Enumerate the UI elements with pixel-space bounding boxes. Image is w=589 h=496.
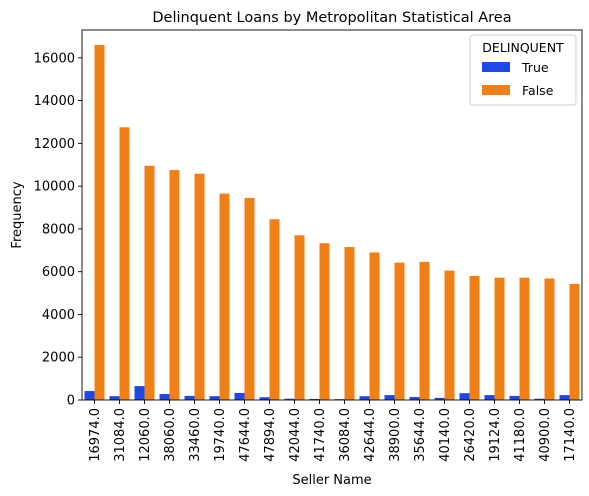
bar-true-8 (284, 398, 295, 400)
x-tick-label-5: 19740.0 (213, 408, 228, 462)
bar-true-16 (484, 395, 495, 400)
bar-false-1 (119, 127, 130, 400)
y-tick-label-3: 6000 (42, 265, 75, 280)
x-tick-label-13: 35644.0 (413, 408, 428, 462)
y-tick-label-6: 12000 (34, 137, 75, 152)
bar-true-7 (259, 397, 270, 400)
bar-false-18 (544, 278, 555, 400)
bar-true-18 (534, 398, 545, 400)
y-tick-label-0: 0 (67, 394, 75, 409)
y-tick-label-5: 10000 (34, 180, 75, 195)
bar-false-2 (144, 165, 155, 400)
bar-true-9 (309, 398, 320, 400)
y-tick-label-4: 8000 (42, 222, 75, 237)
x-tick-label-0: 16974.0 (88, 408, 103, 462)
bar-true-15 (459, 393, 470, 400)
bar-true-13 (409, 397, 420, 400)
y-axis-title: Frequency (10, 181, 25, 248)
bar-true-3 (159, 394, 170, 400)
x-tick-label-10: 36084.0 (338, 408, 353, 462)
x-tick-label-15: 26420.0 (463, 408, 478, 462)
bar-true-1 (109, 396, 120, 400)
y-axis: 0 2000 4000 6000 8000 10000 12000 14000 16000 (34, 51, 82, 409)
x-tick-label-16: 19124.0 (488, 408, 503, 462)
y-tick-label-1: 2000 (42, 351, 75, 366)
bar-false-8 (294, 235, 305, 400)
x-tick-label-18: 40900.0 (538, 408, 553, 462)
bar-false-15 (469, 275, 480, 400)
x-tick-label-6: 47644.0 (238, 408, 253, 462)
bar-false-17 (519, 277, 530, 400)
legend-swatch-false (482, 85, 510, 95)
bar-false-13 (419, 261, 430, 400)
legend-title: DELINQUENT (482, 40, 564, 55)
x-tick-label-2: 12060.0 (138, 408, 153, 462)
bar-false-6 (244, 197, 255, 400)
y-tick-label-7: 14000 (34, 94, 75, 109)
bar-false-19 (569, 283, 580, 400)
x-tick-label-4: 33460.0 (188, 408, 203, 462)
x-tick-label-8: 42044.0 (288, 408, 303, 462)
bar-false-12 (394, 262, 405, 400)
bar-false-14 (444, 270, 455, 400)
legend-swatch-true (482, 62, 510, 72)
bar-false-9 (319, 243, 330, 400)
x-tick-label-14: 40140.0 (438, 408, 453, 462)
legend: DELINQUENT True False (469, 34, 577, 106)
legend-label-true: True (521, 60, 549, 75)
bar-false-3 (169, 170, 180, 400)
bar-true-17 (509, 395, 520, 400)
bar-true-19 (559, 395, 570, 400)
bar-false-11 (369, 252, 380, 400)
x-axis: 16974.0 31084.0 12060.0 38060.0 33460.0 19740… (88, 400, 578, 462)
y-tick-label-8: 16000 (34, 51, 75, 66)
bar-false-16 (494, 277, 505, 400)
x-tick-label-9: 41740.0 (313, 408, 328, 462)
x-tick-label-19: 17140.0 (563, 408, 578, 462)
bars-group (84, 44, 580, 400)
plot-frame (81, 29, 583, 401)
y-tick-label-2: 4000 (42, 308, 75, 323)
x-axis-title: Seller Name (292, 473, 371, 488)
bar-false-4 (194, 173, 205, 400)
x-tick-label-17: 41180.0 (513, 408, 528, 462)
bar-false-10 (344, 247, 355, 400)
bar-true-5 (209, 396, 220, 400)
bar-true-2 (134, 386, 145, 400)
x-tick-label-1: 31084.0 (113, 408, 128, 462)
x-tick-label-3: 38060.0 (163, 408, 178, 462)
bar-false-7 (269, 219, 280, 400)
legend-label-false: False (522, 83, 554, 98)
bar-true-14 (434, 397, 445, 400)
chart-title: Delinquent Loans by Metropolitan Statist… (152, 10, 511, 26)
x-tick-label-11: 42644.0 (363, 408, 378, 462)
x-tick-label-12: 38900.0 (388, 408, 403, 462)
bar-true-4 (184, 395, 195, 400)
bar-true-12 (384, 395, 395, 400)
bar-true-0 (84, 391, 95, 400)
bar-true-6 (234, 392, 245, 400)
x-tick-label-7: 47894.0 (263, 408, 278, 462)
bar-false-0 (94, 44, 105, 400)
bar-false-5 (219, 193, 230, 400)
bar-true-11 (359, 396, 370, 400)
